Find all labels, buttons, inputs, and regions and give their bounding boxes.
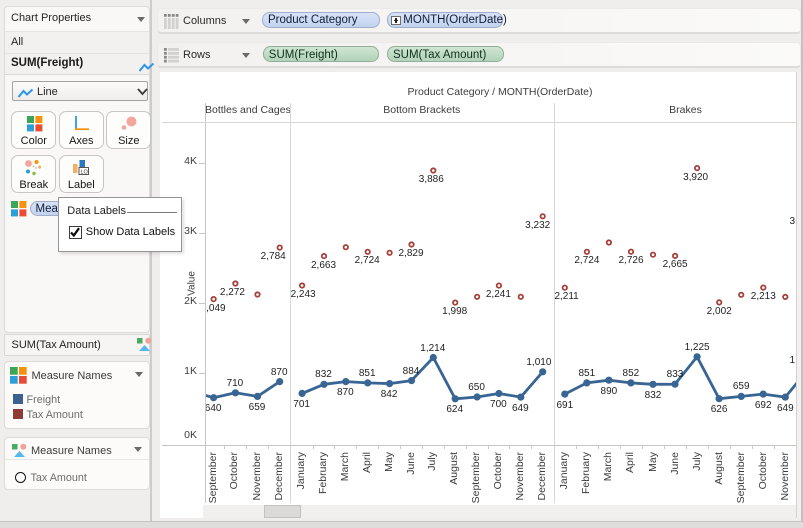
svg-text:LO: LO (80, 169, 88, 175)
